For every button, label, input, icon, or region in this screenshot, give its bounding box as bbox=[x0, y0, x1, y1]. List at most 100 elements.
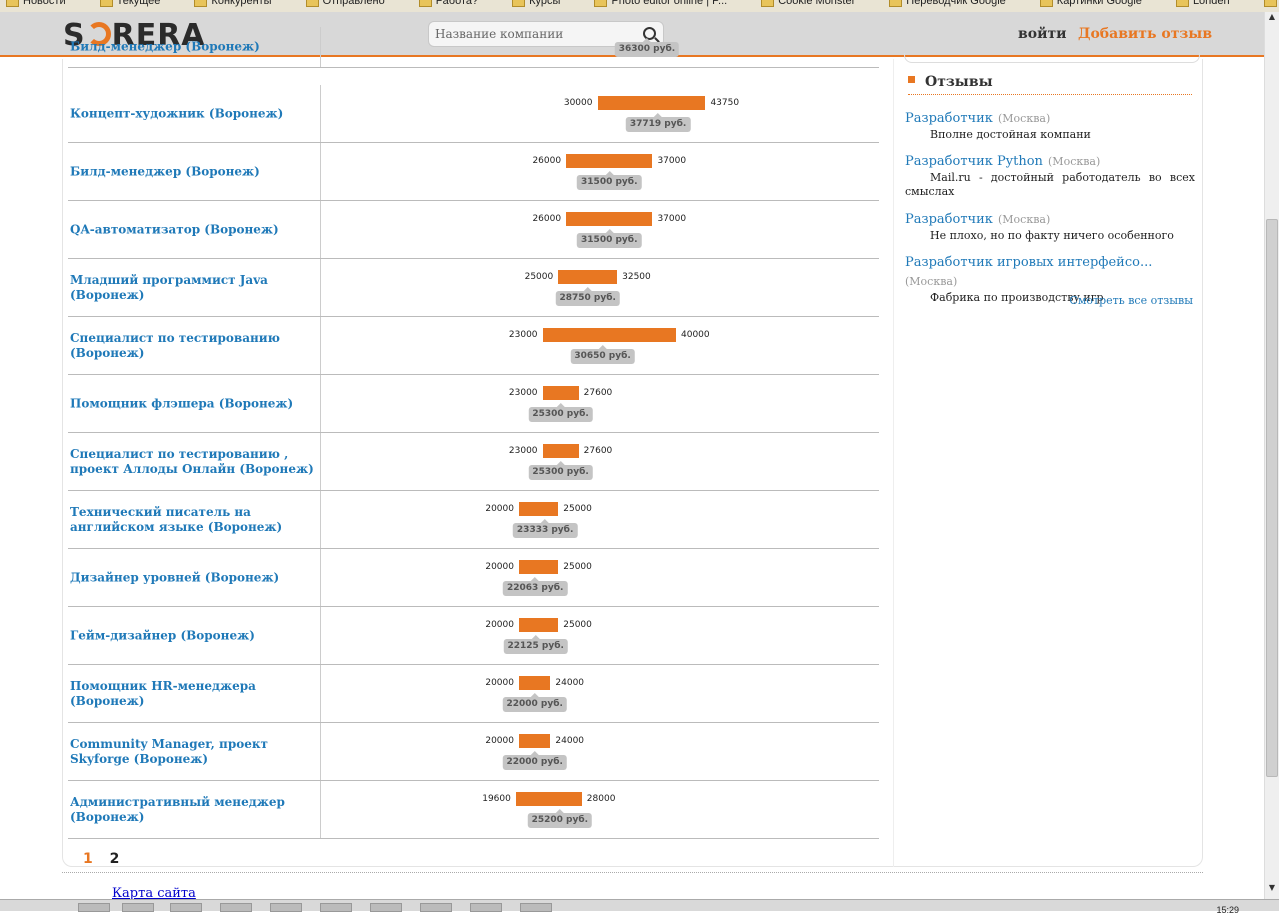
column-divider bbox=[320, 723, 321, 780]
position-title-link[interactable]: Билд-менеджер (Воронеж) bbox=[70, 164, 260, 178]
salary-average-badge: 30650 руб. bbox=[570, 345, 635, 364]
salary-range-bar bbox=[597, 96, 706, 110]
salary-max-label: 24000 bbox=[555, 736, 585, 746]
salary-average-badge: 25200 руб. bbox=[527, 809, 593, 828]
review-city: (Москва) bbox=[1048, 155, 1101, 168]
bookmark-item[interactable]: Картинки Google bbox=[1040, 0, 1142, 7]
sorera-logo[interactable]: S RERA bbox=[63, 18, 206, 53]
salary-average-badge: 25300 руб. bbox=[528, 461, 593, 480]
salary-average-badge: 22000 руб. bbox=[502, 751, 567, 770]
bookmark-item[interactable]: Курсы bbox=[512, 0, 560, 7]
review-title-link[interactable]: Разработчик bbox=[905, 111, 993, 126]
column-divider bbox=[320, 665, 321, 722]
salary-max-label: 25000 bbox=[563, 504, 592, 514]
all-reviews-link[interactable]: Смотреть все отзывы bbox=[1069, 294, 1193, 307]
salary-min-label: 30000 bbox=[563, 98, 593, 108]
bookmark-item[interactable]: Londen bbox=[1176, 0, 1230, 7]
position-title-link[interactable]: Community Manager, проект Skyforge (Воро… bbox=[70, 736, 268, 766]
salary-min-label: 26000 bbox=[532, 156, 562, 166]
salary-row: Дизайнер уровней (Воронеж) 20000 25000 2206… bbox=[68, 549, 879, 607]
bookmark-item[interactable]: Cookie Monster bbox=[761, 0, 855, 7]
salary-max-label: 40000 bbox=[681, 330, 710, 340]
review-city: (Москва) bbox=[997, 213, 1051, 226]
review-text: Mail.ru - достойный работодатель во всех… bbox=[905, 171, 1195, 198]
salary-range-bar bbox=[542, 444, 579, 458]
sitemap-link[interactable]: Карта сайта bbox=[112, 886, 196, 901]
salary-row: Технический писатель на английском языке… bbox=[68, 491, 879, 549]
salary-min-label: 20000 bbox=[485, 736, 514, 746]
bookmark-item[interactable]: Photo editor online | P... bbox=[594, 0, 727, 7]
bookmark-item[interactable]: Отправлено bbox=[306, 0, 385, 7]
review-title-link[interactable]: Разработчик Python bbox=[905, 154, 1043, 169]
salary-row: Концепт-художник (Воронеж) 30000 43750 3771… bbox=[68, 85, 879, 143]
review-text: Вполне достойная компани bbox=[930, 128, 1091, 141]
review-item: Разработчик (Москва) Не плохо, но по факт… bbox=[905, 208, 1195, 243]
sidebar: Отзывы Разработчик (Москва) Вполне достой… bbox=[893, 53, 1201, 867]
bookmark-item[interactable]: Как по адресу стран... bbox=[1264, 0, 1279, 7]
bookmark-item[interactable]: Работа? bbox=[419, 0, 478, 7]
salary-range-bar bbox=[519, 618, 559, 632]
company-search-input[interactable] bbox=[435, 25, 635, 43]
footer-separator bbox=[62, 872, 1203, 873]
position-title-link[interactable]: Специалист по тестированию , проект Алло… bbox=[70, 446, 314, 476]
review-city: (Москва) bbox=[905, 275, 958, 288]
bookmark-item[interactable]: Переводчик Google bbox=[889, 0, 1006, 7]
salary-min-label: 23000 bbox=[508, 388, 538, 398]
review-title-link[interactable]: Разработчик bbox=[905, 212, 993, 227]
position-title-link[interactable]: Концепт-художник (Воронеж) bbox=[70, 106, 284, 120]
bookmark-item[interactable]: Текущее bbox=[100, 0, 161, 7]
review-title-link[interactable]: Разработчик игровых интерфейсо... bbox=[905, 255, 1153, 270]
salary-max-label: 25000 bbox=[563, 562, 592, 572]
salary-max-label: 37000 bbox=[657, 156, 687, 166]
bookmarks-bar: Новости Текущее Конкуренты Отправлено Работа… bbox=[0, 0, 1279, 12]
bookmark-item[interactable]: Новости bbox=[6, 0, 66, 7]
page-current: 1 bbox=[83, 851, 93, 867]
review-item: Разработчик Python (Москва) Mail.ru - дос… bbox=[905, 150, 1195, 199]
column-divider bbox=[320, 491, 321, 548]
page-link-2[interactable]: 2 bbox=[109, 851, 120, 867]
column-divider bbox=[320, 375, 321, 432]
position-title-link[interactable]: Специалист по тестированию (Воронеж) bbox=[70, 330, 280, 360]
salary-range-bar bbox=[519, 734, 551, 748]
scroll-thumb[interactable] bbox=[1266, 219, 1278, 777]
logo-ring-icon bbox=[86, 21, 111, 46]
salary-row: Гейм-дизайнер (Воронеж) 20000 25000 22125 р… bbox=[68, 607, 879, 665]
column-divider bbox=[320, 259, 321, 316]
column-divider bbox=[320, 201, 321, 258]
add-review-link[interactable]: Добавить отзыв bbox=[1078, 26, 1213, 42]
position-title-link[interactable]: Дизайнер уровней (Воронеж) bbox=[70, 570, 280, 584]
bookmark-item[interactable]: Конкуренты bbox=[194, 0, 271, 7]
position-title-link[interactable]: QA-автоматизатор (Воронеж) bbox=[70, 222, 279, 236]
login-link[interactable]: войти bbox=[1018, 26, 1067, 42]
salary-max-label: 28000 bbox=[586, 794, 616, 804]
salary-row: Специалист по тестированию (Воронеж) 2300… bbox=[68, 317, 879, 375]
heading-square-icon bbox=[908, 76, 915, 83]
position-title-link[interactable]: Билд-менеджер (Воронеж) bbox=[70, 39, 260, 54]
salary-range-bar bbox=[542, 328, 676, 342]
position-title-link[interactable]: Помощник флэшера (Воронеж) bbox=[70, 396, 294, 410]
salary-max-label: 25000 bbox=[563, 620, 592, 630]
column-divider bbox=[320, 433, 321, 490]
position-title-link[interactable]: Младший программист Java (Воронеж) bbox=[70, 272, 268, 302]
salary-range-bar bbox=[566, 154, 653, 168]
scroll-down-icon[interactable]: ▼ bbox=[1268, 883, 1276, 892]
salary-average-badge: 22125 руб. bbox=[503, 635, 568, 654]
content-panel bbox=[62, 59, 1203, 867]
salary-min-label: 20000 bbox=[485, 620, 514, 630]
position-title-link[interactable]: Технический писатель на английском языке… bbox=[70, 504, 283, 534]
salary-min-label: 23000 bbox=[508, 446, 538, 456]
salary-average-badge: 31500 руб. bbox=[577, 229, 642, 248]
column-divider bbox=[320, 85, 321, 142]
scroll-up-icon[interactable]: ▲ bbox=[1268, 12, 1276, 21]
position-title-link[interactable]: Помощник HR-менеджера (Воронеж) bbox=[70, 678, 256, 708]
position-title-link[interactable]: Гейм-дизайнер (Воронеж) bbox=[70, 628, 255, 642]
column-divider bbox=[320, 607, 321, 664]
salary-min-label: 20000 bbox=[485, 562, 514, 572]
salary-average-badge: 31500 руб. bbox=[577, 171, 642, 190]
column-divider bbox=[320, 781, 321, 838]
position-title-link[interactable]: Административный менеджер (Воронеж) bbox=[70, 794, 285, 824]
page-scrollbar[interactable]: ▲ ▼ bbox=[1264, 12, 1279, 899]
salary-min-label: 19600 bbox=[482, 794, 511, 804]
salary-max-label: 37000 bbox=[657, 214, 687, 224]
salary-range-bar bbox=[558, 270, 618, 284]
